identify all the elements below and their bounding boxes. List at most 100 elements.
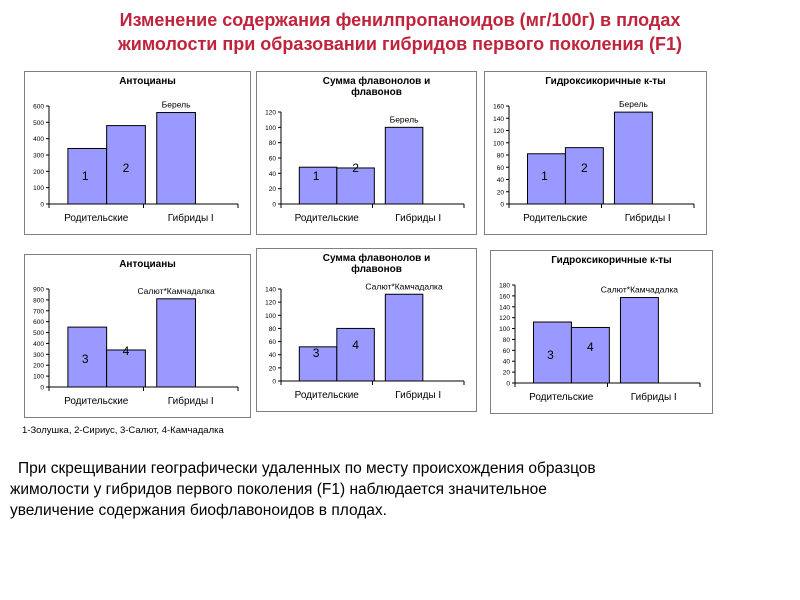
y-tick-label: 120 xyxy=(265,300,276,307)
category-label: Родительские xyxy=(64,213,129,224)
page-title: Изменение содержания фенилпропаноидов (м… xyxy=(0,8,800,56)
bar-label: 1 xyxy=(313,169,320,183)
category-label: Родительские xyxy=(523,213,588,224)
y-tick-label: 100 xyxy=(499,326,510,333)
bar xyxy=(156,298,196,388)
y-tick-label: 40 xyxy=(269,171,277,178)
y-tick-label: 500 xyxy=(33,120,44,127)
bar xyxy=(156,112,196,205)
y-tick-label: 400 xyxy=(33,341,44,348)
y-tick-label: 300 xyxy=(33,153,44,160)
bar xyxy=(564,147,604,205)
conclusion-line-2: жимолости у гибридов первого поколения (… xyxy=(10,481,547,498)
y-tick-label: 600 xyxy=(33,104,44,111)
bar-label: 4 xyxy=(587,340,594,354)
category-label: Гибриды I xyxy=(168,395,214,407)
chart-title: Антоцианы xyxy=(119,76,176,87)
chart-title: Гидроксикоричные к-ты xyxy=(545,76,665,87)
y-tick-label: 0 xyxy=(506,381,510,388)
bar-label: 2 xyxy=(123,161,130,175)
legend-note: 1-Золушка, 2-Сириус, 3-Салют, 4-Камчадал… xyxy=(22,425,224,436)
chart-title: Сумма флавонолов и xyxy=(323,75,431,87)
chart-title: флавонов xyxy=(351,86,402,98)
y-tick-label: 180 xyxy=(499,283,510,290)
bar-label: 3 xyxy=(547,348,554,362)
y-tick-label: 100 xyxy=(265,313,276,320)
bar-label: 1 xyxy=(82,169,89,183)
y-tick-label: 120 xyxy=(265,110,276,117)
y-tick-label: 100 xyxy=(265,125,276,132)
chart-panel-1: Антоцианы 0 100 200 300 400 500 600 1 2 Берель Роди… xyxy=(24,71,251,235)
chart-panel-4: Антоцианы 0 100 200 300 400 500 600 700 800 900 3 4 С… xyxy=(24,254,251,418)
y-tick-label: 160 xyxy=(499,293,510,300)
y-tick-label: 160 xyxy=(493,104,504,111)
y-tick-label: 120 xyxy=(493,128,504,135)
y-tick-label: 0 xyxy=(272,202,276,209)
y-tick-label: 20 xyxy=(269,186,277,193)
chart-panel-5: Сумма флавонолов и флавонов 0 20 40 60 80 100 12… xyxy=(256,248,477,412)
hybrid-label: Берель xyxy=(390,114,419,124)
bar xyxy=(336,167,375,205)
category-label: Гибриды I xyxy=(395,389,441,401)
conclusion-line-1: При скрещивании географически удаленных … xyxy=(18,460,596,477)
y-tick-label: 40 xyxy=(503,359,511,366)
bar-label: 3 xyxy=(313,346,320,360)
y-tick-label: 60 xyxy=(269,156,277,163)
category-label: Гибриды I xyxy=(631,391,677,403)
y-tick-label: 800 xyxy=(33,297,44,304)
y-tick-label: 140 xyxy=(265,287,276,294)
y-tick-label: 140 xyxy=(499,304,510,311)
bar xyxy=(384,293,424,382)
category-label: Гибриды I xyxy=(625,212,671,224)
bar xyxy=(67,326,108,388)
y-tick-label: 60 xyxy=(497,165,505,172)
y-tick-label: 140 xyxy=(493,116,504,123)
bar-label: 1 xyxy=(541,169,548,183)
y-tick-label: 20 xyxy=(503,370,511,377)
title-line-2: жимолости при образовании гибридов перво… xyxy=(118,34,682,54)
y-tick-label: 700 xyxy=(33,308,44,315)
y-tick-label: 60 xyxy=(269,339,277,346)
y-tick-label: 120 xyxy=(499,315,510,322)
y-tick-label: 20 xyxy=(497,189,505,196)
bar-label: 2 xyxy=(352,161,359,175)
bar xyxy=(570,326,610,384)
category-label: Родительские xyxy=(295,390,360,401)
y-tick-label: 0 xyxy=(272,379,276,386)
y-tick-label: 100 xyxy=(33,374,44,381)
bar xyxy=(613,111,653,205)
y-tick-label: 200 xyxy=(33,169,44,176)
hybrid-label: Салют*Камчадалка xyxy=(601,285,679,295)
category-label: Гибриды I xyxy=(168,212,214,224)
bar xyxy=(527,153,566,205)
y-tick-label: 80 xyxy=(269,326,277,333)
hybrid-label: Берель xyxy=(619,99,648,109)
bar-label: 3 xyxy=(82,352,89,366)
chart-panel-6: Гидроксикоричные к-ты 0 20 40 60 80 100 120 140 1… xyxy=(490,250,713,414)
bar xyxy=(106,125,146,205)
chart-panel-2: Сумма флавонолов и флавонов 0 20 40 60 80 100 12… xyxy=(256,71,477,235)
chart-title: Антоцианы xyxy=(119,259,176,270)
y-tick-label: 80 xyxy=(503,337,511,344)
y-tick-label: 20 xyxy=(269,365,277,372)
y-tick-label: 40 xyxy=(269,352,277,359)
conclusion-line-3: увеличение содержания биофлавоноидов в п… xyxy=(10,502,387,519)
y-tick-label: 400 xyxy=(33,136,44,143)
bar xyxy=(298,346,338,382)
y-tick-label: 0 xyxy=(40,385,44,392)
title-line-1: Изменение содержания фенилпропаноидов (м… xyxy=(119,10,681,30)
y-tick-label: 60 xyxy=(503,348,511,355)
y-tick-label: 0 xyxy=(500,202,504,209)
bar xyxy=(336,327,375,382)
y-tick-label: 100 xyxy=(33,185,44,192)
y-tick-label: 600 xyxy=(33,319,44,326)
category-label: Родительские xyxy=(64,396,129,407)
category-label: Родительские xyxy=(295,213,360,224)
y-tick-label: 300 xyxy=(33,352,44,359)
hybrid-label: Салют*Камчадалка xyxy=(137,286,215,296)
bar xyxy=(106,349,146,388)
bar-label: 4 xyxy=(123,344,130,358)
bar-label: 2 xyxy=(581,161,588,175)
category-label: Гибриды I xyxy=(395,212,441,224)
category-label: Родительские xyxy=(529,392,594,403)
